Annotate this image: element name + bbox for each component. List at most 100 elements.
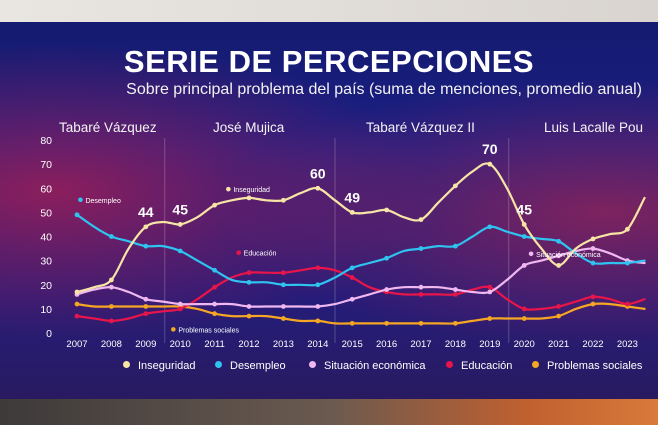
data-point-desempleo [487, 224, 493, 230]
period-label-vazquez-ii: Tabaré Vázquez II [366, 120, 475, 135]
y-tick-label: 20 [40, 280, 52, 292]
legend-dot-icon [532, 361, 539, 368]
data-point-desempleo [281, 282, 286, 288]
x-tick-label: 2011 [204, 339, 224, 350]
chart-title: SERIE DE PERCEPCIONES [123, 44, 535, 79]
x-tick-label: 2015 [342, 339, 363, 350]
data-point-inseguridad [212, 202, 218, 208]
x-tick-label: 2007 [66, 339, 87, 350]
y-tick-label: 30 [40, 256, 52, 268]
x-tick-label: 2019 [479, 339, 500, 350]
legend-label: Inseguridad [138, 360, 196, 372]
inline-series-label: Inseguridad [233, 187, 270, 194]
data-point-situacion-economica [349, 296, 355, 302]
x-tick-label: 2022 [582, 339, 603, 350]
data-point-desempleo [521, 234, 527, 239]
data-point-inseguridad [349, 209, 355, 215]
series-line-desempleo [75, 213, 646, 287]
data-point-educacion [109, 318, 114, 324]
series-line-problemas-sociales [75, 302, 646, 325]
value-annotation: 45 [516, 201, 532, 217]
legend-label: Educación [461, 360, 513, 372]
data-point-desempleo [177, 248, 183, 254]
y-tick-label: 10 [40, 304, 52, 316]
y-tick-label: 70 [40, 159, 52, 171]
legend-label: Desempleo [230, 360, 286, 372]
data-point-problemas-sociales [281, 316, 286, 321]
period-label-lacalle-pou: Luis Lacalle Pou [544, 120, 644, 135]
legend-label: Situación económica [324, 360, 426, 372]
legend-dot-icon [215, 361, 222, 368]
data-point-inseguridad [315, 185, 321, 191]
x-tick-label: 2023 [617, 339, 638, 350]
x-tick-label: 2008 [101, 339, 122, 350]
data-point-desempleo [315, 282, 321, 288]
inline-label-dot-icon [528, 251, 534, 257]
data-point-desempleo [74, 212, 80, 218]
data-point-desempleo [453, 243, 458, 249]
data-point-problemas-sociales [74, 301, 80, 307]
data-point-desempleo [246, 279, 252, 285]
value-annotation: 44 [138, 204, 154, 220]
studio-bottom-strip [0, 399, 658, 425]
inline-series-label: Educación [244, 251, 277, 258]
legend-label: Problemas sociales [547, 360, 643, 372]
x-tick-label: 2012 [238, 339, 259, 350]
chart-subtitle: Sobre principal problema del país (suma … [126, 81, 642, 98]
data-point-situacion-economica [143, 296, 149, 302]
x-tick-label: 2009 [135, 339, 156, 350]
data-point-problemas-sociales [590, 301, 596, 307]
data-point-inseguridad [109, 277, 114, 283]
x-tick-label: 2014 [307, 339, 328, 350]
data-point-situacion-economica [521, 263, 527, 268]
data-point-inseguridad [556, 263, 561, 268]
data-point-inseguridad [625, 226, 630, 232]
legend-dot-icon [123, 361, 130, 368]
data-point-desempleo [212, 267, 218, 273]
data-point-situacion-economica [418, 284, 424, 290]
inline-label-dot-icon [171, 327, 176, 332]
data-point-problemas-sociales [418, 320, 424, 326]
legend-item-situacion-economica: Situación económica [309, 360, 426, 372]
data-point-problemas-sociales [109, 304, 114, 309]
x-tick-label: 2010 [170, 339, 191, 350]
data-point-problemas-sociales [453, 320, 458, 326]
data-point-problemas-sociales [384, 320, 389, 326]
data-point-educacion [521, 306, 527, 312]
data-point-situacion-economica [246, 304, 252, 309]
data-point-situacion-economica [177, 301, 183, 307]
legend-item-educacion: Educación [446, 360, 512, 372]
x-tick-label: 2018 [445, 339, 466, 350]
data-point-desempleo [384, 255, 389, 261]
data-point-desempleo [418, 246, 424, 251]
data-point-educacion [212, 284, 218, 290]
data-point-inseguridad [487, 161, 493, 167]
value-annotation: 70 [482, 141, 498, 157]
data-point-desempleo [556, 238, 561, 244]
data-point-inseguridad [246, 195, 252, 201]
data-point-educacion [453, 292, 458, 297]
data-point-inseguridad [143, 224, 149, 230]
legend-item-inseguridad: Inseguridad [123, 360, 196, 372]
data-point-educacion [281, 270, 286, 276]
data-point-situacion-economica [590, 246, 596, 251]
data-point-situacion-economica [109, 284, 114, 290]
studio-top-strip [0, 0, 658, 22]
inline-label-dot-icon [226, 186, 231, 192]
data-point-educacion [556, 304, 561, 309]
value-annotation: 60 [310, 165, 326, 181]
y-tick-label: 50 [40, 207, 52, 219]
legend-item-problemas-sociales: Problemas sociales [532, 360, 642, 372]
data-point-inseguridad [521, 222, 527, 227]
x-tick-label: 2016 [376, 339, 397, 350]
data-point-situacion-economica [315, 304, 321, 309]
data-point-educacion [625, 301, 630, 307]
data-point-problemas-sociales [349, 320, 355, 326]
data-point-problemas-sociales [246, 313, 252, 319]
data-point-situacion-economica [453, 287, 458, 292]
series-line-inseguridad [75, 162, 646, 294]
data-point-educacion [418, 292, 424, 297]
data-point-desempleo [349, 265, 355, 271]
data-point-inseguridad [418, 217, 424, 223]
